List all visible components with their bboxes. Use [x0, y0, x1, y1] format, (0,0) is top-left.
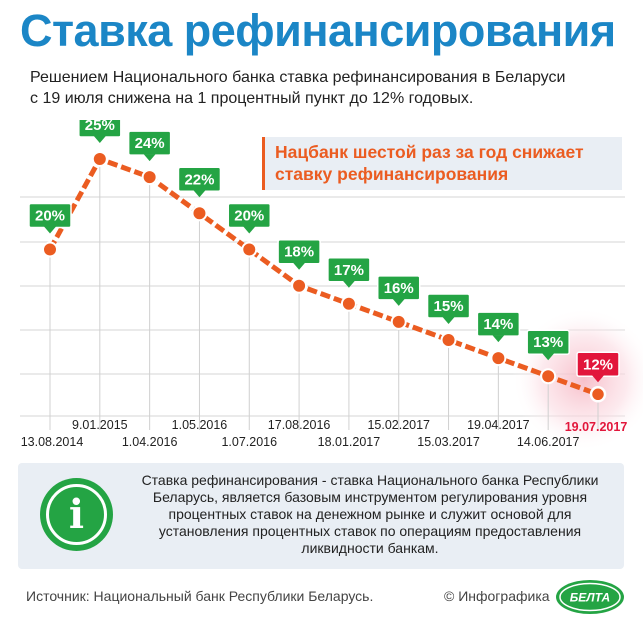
belta-logo: БЕЛТА	[556, 580, 624, 614]
value-label: 20%	[227, 202, 272, 234]
value-label-pointer	[143, 154, 156, 162]
x-tick-label: 17.08.2016	[268, 418, 331, 432]
x-tick-label: 13.08.2014	[21, 435, 84, 449]
x-tick-label: 15.03.2017	[417, 435, 480, 449]
data-point	[191, 205, 208, 222]
value-label: 20%	[28, 202, 72, 234]
chart-series	[42, 151, 607, 403]
value-label: 16%	[376, 275, 421, 306]
value-label-text: 24%	[135, 135, 165, 152]
data-point	[589, 386, 607, 403]
info-line: Беларусь, является базовым инструментом …	[152, 489, 588, 505]
x-tick-label: 18.01.2017	[318, 435, 381, 449]
x-tick-label: 9.01.2015	[72, 418, 128, 432]
value-label-pointer	[243, 226, 256, 234]
data-point	[291, 277, 308, 294]
info-box: i Ставка рефинансирования - ставка Нацио…	[18, 463, 624, 569]
x-tick-label: 15.02.2017	[367, 418, 430, 432]
value-label-text: 12%	[583, 356, 613, 373]
value-label-text: 15%	[434, 298, 464, 315]
value-label-pointer	[93, 136, 106, 143]
x-tick-label: 1.04.2016	[122, 435, 178, 449]
source-note: Источник: Национальный банк Республики Б…	[26, 588, 374, 604]
value-label-text: 20%	[234, 208, 264, 225]
rate-line-chart: 20% 25% 24% 22% 20% 18% 17% 16% 15% 14% 13% 12% 13.…	[20, 120, 643, 452]
chart-grid	[20, 196, 625, 417]
value-label-text: 17%	[334, 262, 364, 279]
x-tick-label: 1.05.2016	[172, 418, 228, 432]
chart-guides	[49, 159, 599, 430]
value-label-pointer	[293, 262, 306, 270]
value-label-pointer	[542, 353, 555, 361]
data-point	[91, 151, 108, 167]
value-label: 25%	[78, 120, 122, 143]
data-point	[141, 169, 158, 186]
value-label-text: 18%	[284, 244, 314, 261]
subtitle-line: с 19 июля снижена на 1 процентный пункт …	[30, 90, 474, 107]
info-line: процентных ставок на денежном рынке и сл…	[168, 506, 572, 522]
callout-line: Нацбанк шестой раз за год снижает	[275, 142, 584, 162]
data-point	[440, 332, 457, 348]
value-label: 18%	[277, 238, 321, 270]
data-point	[390, 313, 407, 330]
value-label: 17%	[327, 257, 371, 288]
info-line: установления процентных ставок по операц…	[158, 523, 582, 539]
series-line	[47, 155, 599, 397]
value-label: 14%	[476, 311, 521, 343]
value-label-pointer	[193, 190, 206, 198]
data-point	[490, 350, 507, 367]
chart-x-ticks: 13.08.2014 9.01.2015 1.04.2016 1.05.2016 1.0…	[21, 418, 628, 449]
value-label: 24%	[127, 130, 172, 162]
value-label-pointer	[492, 335, 505, 343]
value-label-text: 16%	[384, 280, 414, 297]
chart-labels: 20% 25% 24% 22% 20% 18% 17% 16% 15% 14% 13% 12%	[28, 120, 620, 383]
info-text: Ставка рефинансирования - ставка Национа…	[130, 472, 610, 557]
x-tick-label: 1.07.2016	[221, 435, 277, 449]
info-line: Ставка рефинансирования - ставка Национа…	[141, 472, 599, 488]
callout-box: Нацбанк шестой раз за год снижает ставку…	[262, 137, 622, 190]
value-label: 13%	[526, 329, 570, 361]
value-label-pointer	[392, 298, 405, 306]
data-point	[340, 295, 357, 312]
value-label-text: 13%	[533, 334, 563, 351]
value-label-pointer	[342, 280, 355, 288]
info-line: ликвидности банкам.	[301, 540, 439, 556]
value-label: 12%	[576, 351, 620, 383]
value-label-text: 22%	[184, 171, 214, 188]
value-label-text: 20%	[35, 208, 65, 225]
value-label-pointer	[442, 317, 455, 324]
value-label: 22%	[177, 166, 222, 198]
value-label-pointer	[592, 375, 604, 383]
value-label-text: 25%	[85, 120, 115, 134]
data-point	[540, 368, 557, 385]
info-icon: i	[40, 478, 113, 551]
subtitle: Решением Национального банка ставка рефи…	[30, 67, 630, 109]
x-tick-label: 19.04.2017	[467, 418, 530, 432]
callout-line: ставку рефинансирования	[275, 164, 509, 184]
page-title: Ставка рефинансирования	[20, 5, 616, 56]
x-tick-label: 14.06.2017	[517, 435, 580, 449]
data-point	[241, 241, 258, 258]
value-label-pointer	[44, 226, 56, 234]
x-tick-label: 19.07.2017	[565, 420, 628, 434]
info-icon-glyph: i	[46, 484, 107, 545]
data-point	[42, 241, 58, 258]
value-label-text: 14%	[483, 316, 513, 333]
credit-note: © Инфографика	[444, 588, 550, 604]
subtitle-line: Решением Национального банка ставка рефи…	[30, 69, 566, 86]
value-label: 15%	[426, 293, 471, 324]
logo-text: БЕЛТА	[570, 591, 610, 605]
